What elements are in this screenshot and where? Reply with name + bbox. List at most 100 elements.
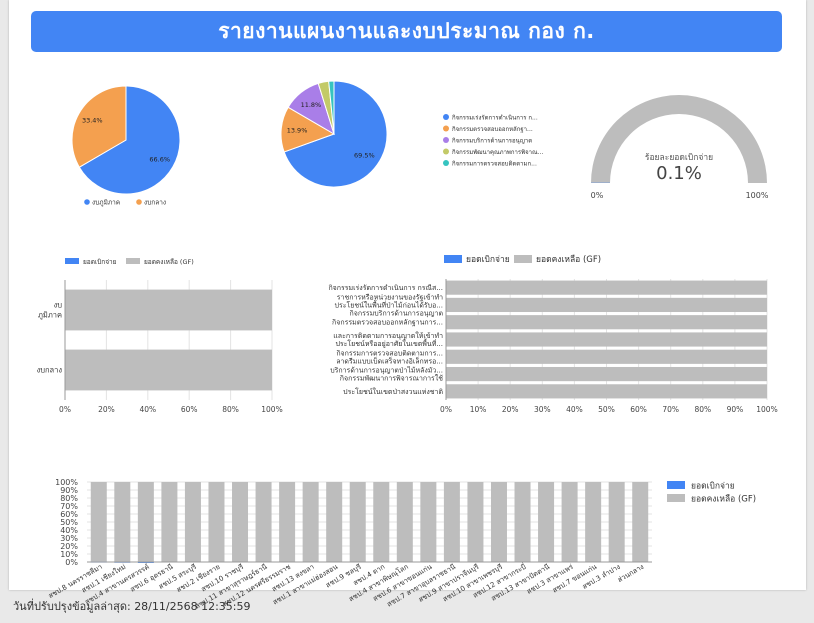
legend-label: งบภูมิภาค [92,199,120,207]
column-segment [137,482,154,562]
legend-marker [443,148,449,155]
legend-label: ยอดคงเหลือ (GF) [536,254,601,265]
x-tick-label: 70% [662,405,679,414]
x-tick-label: 60% [630,405,647,414]
y-tick-label: 30% [60,534,78,543]
column-segment [184,482,201,562]
x-tick-label: 40% [566,405,583,414]
legend-marker [514,255,532,263]
pie-chart-budget-type: 66.6% 33.4% งบภูมิภาค งบกลาง [71,85,181,207]
legend-label: กิจกรรมเร่งรัดการดำเนินการ ก... [452,115,538,122]
legend-label: กิจกรรมการตรวจสอบติดตามก... [452,161,537,168]
column-segment [514,482,531,562]
y-tick-label: 60% [60,510,78,519]
bar-segment [446,297,767,313]
x-category-label: ส่วนกลาง [616,563,645,584]
bar-segment [65,289,272,331]
y-category-label: กิจกรรมพัฒนาการพิจารณาการใช้ [340,374,443,383]
y-category-label: ประโยชน์ในเขตป่าสงวนแห่งชาติ [343,387,443,396]
legend-marker [667,481,685,489]
legend-marker [126,258,140,264]
x-tick-label: 60% [181,405,198,414]
last-updated-label: วันที่ปรับปรุงข้อมูลล่าสุด: [13,600,131,613]
column-segment [255,482,272,562]
column-segment [608,482,625,562]
gauge-max-label: 100% [746,191,769,200]
column-segment [279,482,296,562]
bar-chart-activities: ยอดเบิกจ่าย ยอดคงเหลือ (GF) 0% 10% 20% 30% 40%… [328,254,777,414]
column-segment [326,482,343,562]
bar-segment [65,349,272,391]
column-segment [373,482,390,562]
y-category-label: ภูมิภาค [38,311,62,320]
column-segment [161,482,178,562]
x-tick-label: 20% [98,405,115,414]
column-segment [349,482,366,562]
y-category-label: งบ [54,301,63,310]
y-category-label: กิจกรรมการตรวจสอบติดตามการ... [336,349,443,357]
legend-marker [65,258,79,264]
last-updated-value: 28/11/2568 12:35:59 [134,600,251,613]
column-segment [632,482,649,562]
legend-marker [443,114,449,120]
bar-segment [446,384,767,399]
y-tick-label: 0% [65,558,78,567]
x-tick-label: 0% [440,405,452,414]
legend-label: กิจกรรมพัฒนาคุณภาพการพิจาณ... [452,149,544,156]
column-segment [420,482,437,562]
column-segment [561,482,578,562]
y-tick-label: 20% [60,542,78,551]
column-chart-offices: 0%10%20%30%40%50%60%70%80%90%100%สชป.8 น… [47,478,756,611]
x-tick-label: 10% [470,405,487,414]
slice-label: 33.4% [82,117,103,125]
column-segment [232,482,249,562]
y-category-label: ราชการหรือหน่วยงานของรัฐเข้าทำ [337,293,443,301]
legend-label: กิจกรรมบริการด้านการอนุญาต [452,138,533,145]
legend-label: ยอดเบิกจ่าย [83,258,117,266]
y-category-label: กิจกรรมเร่งรัดการดำเนินการ กรณีส... [328,284,443,292]
column-segment [467,482,484,562]
last-updated: วันที่ปรับปรุงข้อมูลล่าสุด: 28/11/2568 1… [13,597,251,615]
pie-chart-activities: 69.5% 13.9% 11.8% กิจกรรมเร่งรัดการดำเนินกา… [280,80,544,188]
x-tick-label: 100% [261,405,282,414]
bar-segment [446,366,767,382]
y-category-label: และการติดตามการอนุญาตให้เข้าทำ [333,331,443,340]
legend-marker [667,494,685,502]
column-segment [302,482,319,562]
bar-segment [446,349,767,364]
y-tick-label: 100% [55,478,78,487]
y-tick-label: 40% [60,526,78,535]
x-tick-label: 80% [222,405,239,414]
y-category-label: ลาดรีมแบบเบ็ดเสร็จทางอิเล็กทรอ... [336,356,443,365]
x-tick-label: 80% [694,405,711,414]
slice-label: 13.9% [287,127,308,135]
x-tick-label: 30% [534,405,551,414]
bar-segment [446,332,767,347]
gauge-value: 0.1% [656,163,702,184]
x-tick-label: 90% [727,405,744,414]
gauge-track [591,95,767,183]
column-segment [443,482,460,562]
y-category-label: กิจกรรมตรวจสอบออกหลักฐานการ... [332,319,443,327]
legend-label: ยอดคงเหลือ (GF) [144,258,194,266]
legend-label: กิจกรรมตรวจสอบออกหลักฐา... [452,126,533,133]
gauge-chart-disbursement: ร้อยละยอดเบิกจ่าย0.1% 0% 100% [591,95,769,200]
legend-label: ยอดเบิกจ่าย [466,255,510,265]
y-category-label: กิจกรรมบริการด้านการอนุญาต [350,309,444,317]
gauge-min-label: 0% [591,191,604,200]
pie-slice [328,80,335,135]
y-tick-label: 80% [60,494,78,503]
legend-marker [84,199,90,205]
column-segment [90,482,107,562]
column-segment [396,482,413,562]
legend-marker [443,125,449,132]
x-tick-label: 50% [598,405,615,414]
column-segment [538,482,555,562]
slice-label: 11.8% [301,101,322,109]
y-category-label: ประโยชน์หรืออยู่อาศัยในเขตพื้นที่... [335,337,443,348]
bar-segment [446,315,767,330]
legend-marker [443,160,449,166]
pie-slice [71,85,127,168]
pie-slice [283,80,388,188]
y-category-label: ประโยชน์ในพื้นที่ป่าไม้ก่อนได้รับอ... [335,298,443,309]
